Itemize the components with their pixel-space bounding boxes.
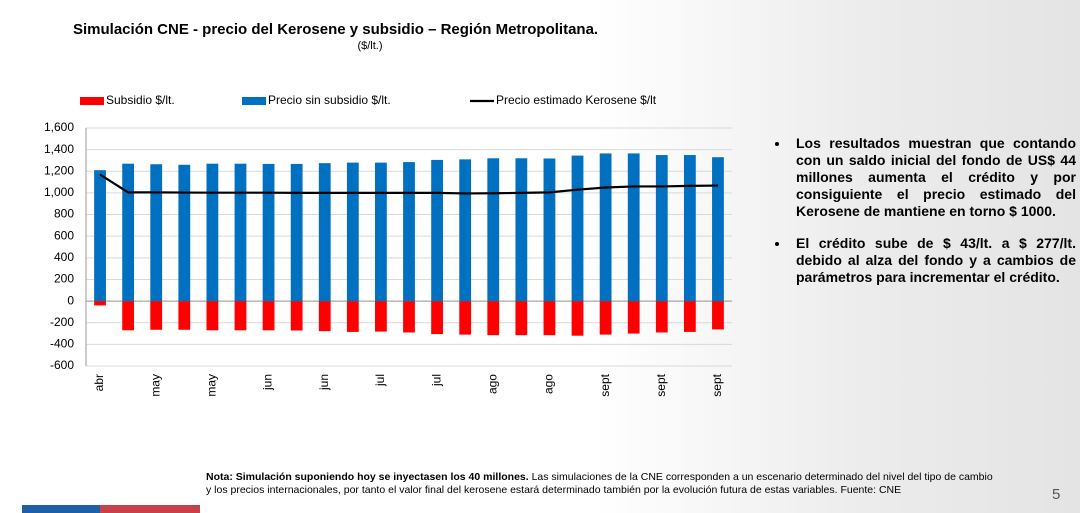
y-tick-label: 1,200 [44, 163, 74, 177]
bar [94, 170, 106, 301]
bar [684, 301, 696, 332]
legend-swatch [242, 97, 266, 105]
y-tick-label: 600 [54, 228, 74, 242]
bar [487, 301, 499, 335]
bar [122, 301, 134, 330]
bar [319, 163, 331, 301]
bar [319, 301, 331, 331]
x-tick-label: sept [710, 373, 724, 396]
x-tick-label: jun [261, 374, 275, 391]
bar [544, 159, 556, 302]
bar [487, 158, 499, 301]
footer-bar [100, 505, 200, 513]
bar [94, 301, 106, 305]
bar [122, 164, 134, 301]
bar [431, 301, 443, 334]
bar [544, 301, 556, 335]
x-tick-label: ago [485, 374, 499, 394]
x-tick-label: may [205, 374, 219, 397]
bar [459, 159, 471, 301]
bar [515, 158, 527, 301]
bar [263, 301, 275, 330]
footer-bar [22, 505, 100, 513]
bar [206, 301, 218, 330]
bar [347, 163, 359, 301]
bar [403, 162, 415, 301]
y-tick-label: 1,400 [44, 142, 74, 156]
x-tick-label: jul [373, 374, 387, 387]
note-bold: Nota: Simulación suponiendo hoy se inyec… [206, 471, 529, 483]
y-tick-label: 0 [67, 293, 74, 307]
bullet: Los resultados muestran que contando con… [790, 135, 1076, 220]
bar [206, 164, 218, 301]
bar [431, 160, 443, 301]
bar [375, 163, 387, 301]
legend-label: Subsidio $/lt. [106, 93, 175, 107]
bar [178, 301, 190, 330]
y-tick-label: 800 [54, 207, 74, 221]
bar [600, 153, 612, 301]
legend-swatch [80, 97, 104, 105]
bar [656, 301, 668, 332]
bar [235, 301, 247, 330]
y-tick-label: 1,000 [44, 185, 74, 199]
bar [515, 301, 527, 335]
bar [291, 164, 303, 301]
slide: Simulación CNE - precio del Kerosene y s… [0, 0, 1080, 513]
bar [291, 301, 303, 330]
y-tick-label: -600 [50, 358, 74, 372]
bar [628, 153, 640, 301]
x-tick-label: sept [598, 373, 612, 396]
bar [375, 301, 387, 332]
y-tick-label: 200 [54, 272, 74, 286]
bar [572, 156, 584, 302]
y-tick-label: 1,600 [44, 120, 74, 134]
bar [572, 301, 584, 336]
bar [684, 155, 696, 301]
chart-subtitle: ($/lt.) [357, 40, 382, 52]
bar [628, 301, 640, 333]
y-tick-label: -400 [50, 337, 74, 351]
x-tick-label: sept [654, 373, 668, 396]
y-tick-label: 400 [54, 250, 74, 264]
x-tick-label: ago [542, 374, 556, 394]
bullet: El crédito sube de $ 43/lt. a $ 277/lt. … [790, 235, 1076, 286]
x-tick-label: jul [429, 374, 443, 387]
bar [263, 164, 275, 301]
bar [712, 157, 724, 301]
y-tick-label: -200 [50, 315, 74, 329]
bar [600, 301, 612, 335]
legend-label: Precio sin subsidio $/lt. [268, 93, 391, 107]
x-tick-label: jun [317, 374, 331, 391]
chart-title: Simulación CNE - precio del Kerosene y s… [73, 21, 598, 38]
x-tick-label: abr [92, 374, 106, 391]
bar [150, 301, 162, 330]
bar [459, 301, 471, 335]
x-tick-label: may [148, 374, 162, 397]
bar [235, 164, 247, 301]
bar [712, 301, 724, 329]
bar [347, 301, 359, 332]
note: Nota: Simulación suponiendo hoy se inyec… [206, 471, 996, 497]
legend-label: Precio estimado Kerosene $/lt [496, 93, 657, 107]
page-number: 5 [1052, 486, 1060, 503]
bar [150, 164, 162, 301]
bar [178, 165, 190, 301]
bar [656, 155, 668, 301]
bar [403, 301, 415, 332]
bullet-list: Los resultados muestran que contando con… [760, 135, 1076, 301]
